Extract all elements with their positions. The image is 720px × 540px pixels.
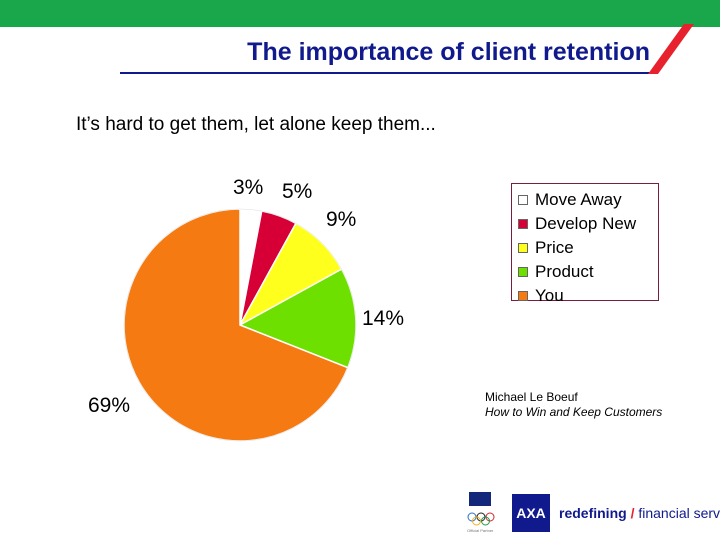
legend-label: Product <box>535 262 594 281</box>
legend-label: Move Away <box>535 190 622 209</box>
chart-legend: Move Away Develop New Price Product You <box>511 183 659 305</box>
credit-author: Michael Le Boeuf <box>485 390 578 404</box>
legend-swatch <box>518 195 528 205</box>
legend-item-develop-new: Develop New <box>518 212 658 236</box>
axa-logo-text: AXA <box>516 505 546 521</box>
legend-swatch <box>518 219 528 229</box>
slide-subtitle: It’s hard to get them, let alone keep th… <box>76 114 436 135</box>
legend-swatch <box>518 291 528 301</box>
legend-item-you: You <box>518 284 658 308</box>
slice-label-move-away: 3% <box>233 176 264 199</box>
slice-label-you: 69% <box>88 394 131 417</box>
tagline-slash: / <box>630 505 635 521</box>
legend-label: You <box>535 286 564 305</box>
top-green-bar <box>0 0 720 27</box>
legend-label: Price <box>535 238 574 257</box>
legend-label: Develop New <box>535 214 637 233</box>
credit-book: How to Win and Keep Customers <box>485 405 663 419</box>
legend-item-product: Product <box>518 260 658 284</box>
legend-swatch <box>518 243 528 253</box>
page-title: The importance of client retention <box>247 38 650 66</box>
brand-tagline: redefining / financial services <box>559 505 720 521</box>
title-underline <box>120 72 652 74</box>
source-credit: Michael Le Boeuf How to Win and Keep Cus… <box>485 390 662 420</box>
pie-outline <box>123 208 357 442</box>
slice-label-product: 14% <box>362 307 405 330</box>
olympic-rings-icon <box>467 512 495 526</box>
tagline-bold: redefining <box>559 505 627 521</box>
legend-swatch <box>518 267 528 277</box>
australia-flag-icon <box>469 492 491 506</box>
legend-item-price: Price <box>518 236 658 260</box>
slice-label-develop-new: 5% <box>282 180 313 203</box>
legend-item-move-away: Move Away <box>518 188 658 212</box>
axa-slash-icon <box>648 24 694 74</box>
slice-label-price: 9% <box>326 208 357 231</box>
sponsor-caption: Official Partner <box>467 528 494 533</box>
footer-branding: Official Partner AXA redefining / financ… <box>465 492 720 533</box>
pie-chart <box>123 208 357 442</box>
axa-logo: AXA <box>512 494 550 532</box>
tagline-rest: financial services <box>638 505 720 521</box>
